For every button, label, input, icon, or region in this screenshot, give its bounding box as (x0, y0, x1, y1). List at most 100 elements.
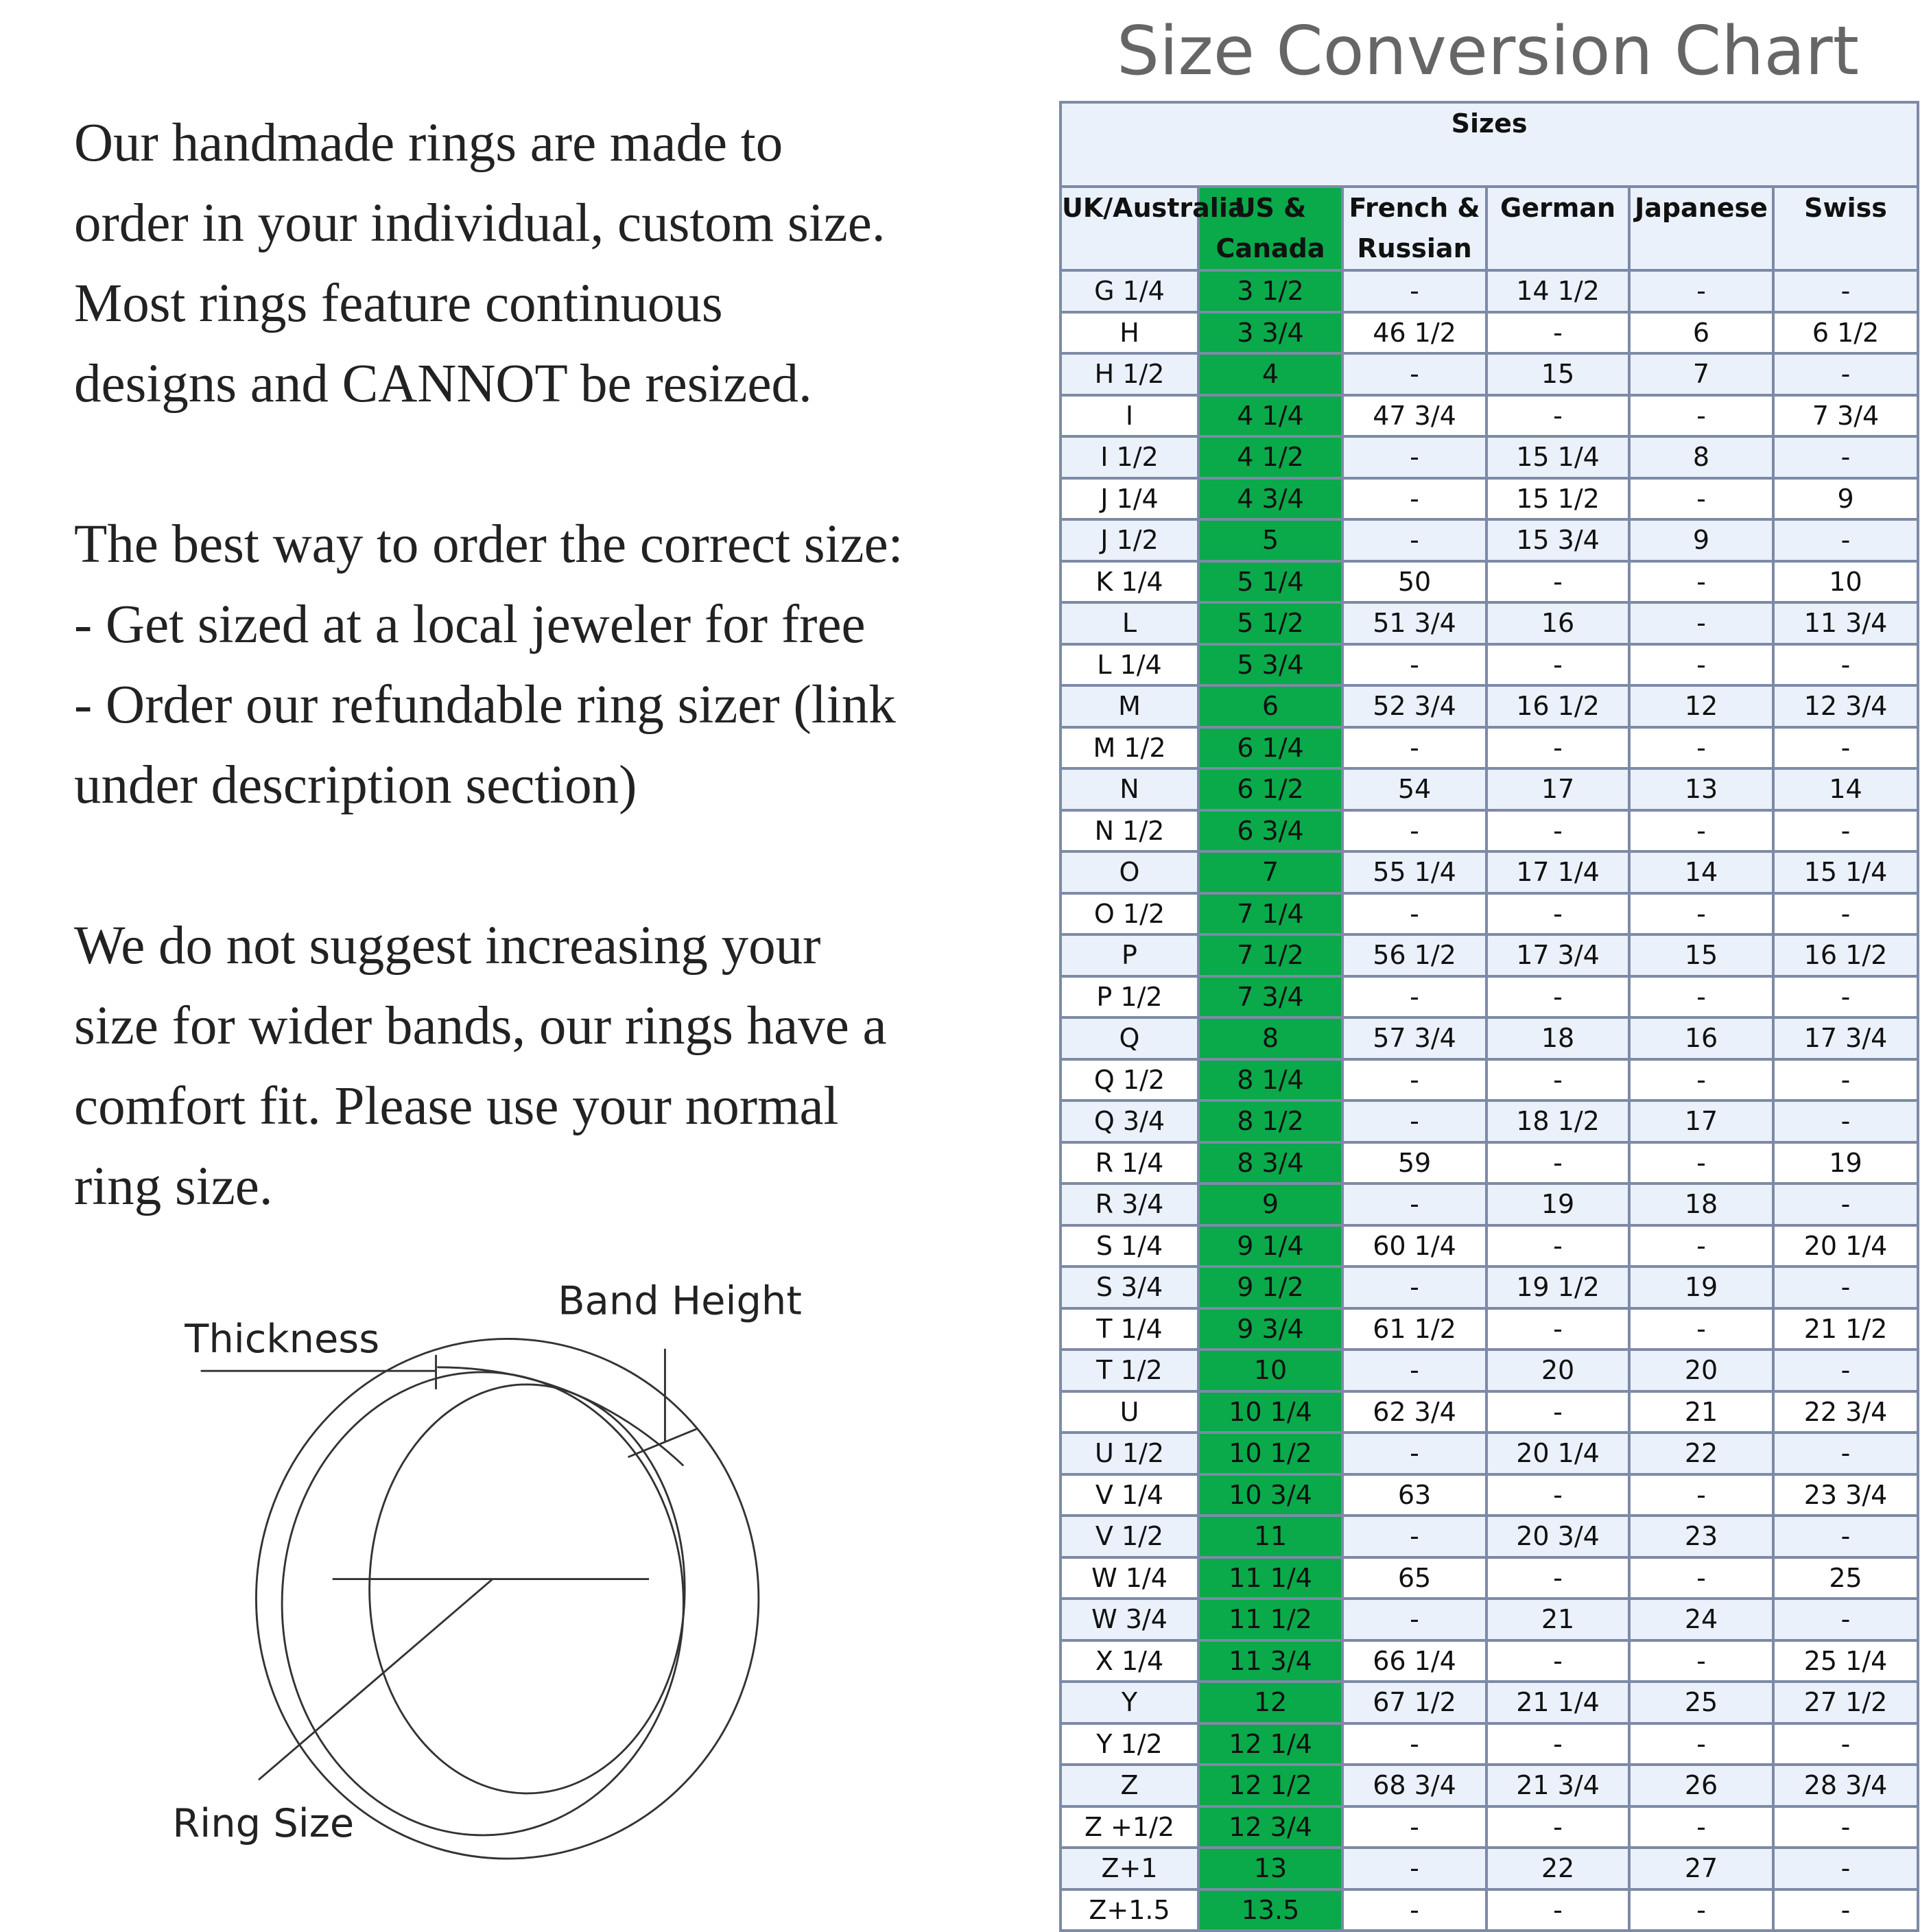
table-cell: 14 (1628, 850, 1775, 895)
table-cell: 24 (1628, 1597, 1775, 1642)
group-header: Sizes (1058, 101, 1920, 188)
table-cell: - (1771, 1348, 1920, 1393)
table-row: U 1/2 10 1/2-20 1/4 22- (1059, 1431, 1920, 1476)
table-cell: - (1628, 1638, 1775, 1683)
table-cell: 19 (1771, 1140, 1920, 1185)
table-cell: - (1628, 269, 1775, 314)
table-cell: 10 3/4 (1197, 1472, 1344, 1517)
intro-line: designs and CANNOT be resized. (74, 354, 812, 414)
table-cell: 9 (1197, 1182, 1344, 1227)
table-cell: 47 3/4 (1341, 393, 1488, 438)
table-cell: W 3/4 (1059, 1597, 1200, 1642)
intro-line: size for wider bands, our rings have a (74, 996, 887, 1056)
table-cell: - (1341, 518, 1488, 563)
table-cell: - (1771, 1265, 1920, 1310)
table-cell: 4 3/4 (1197, 476, 1344, 521)
table-cell: 65 (1341, 1555, 1488, 1600)
table-cell: I 1/2 (1059, 435, 1200, 480)
table-cell: V 1/2 (1059, 1514, 1200, 1559)
table-cell: 61 1/2 (1341, 1306, 1488, 1351)
table-cell: 18 (1628, 1182, 1775, 1227)
table-cell: 7 1/4 (1197, 891, 1344, 936)
table-cell: 8 (1628, 435, 1775, 480)
table-row: R 3/4 9-19 18- (1059, 1182, 1920, 1227)
band-edge (437, 1366, 685, 1467)
table-row: S 1/4 9 1/4 60 1/4- -20 1/4 (1059, 1223, 1920, 1268)
table-cell: - (1628, 725, 1775, 770)
table-cell: - (1341, 1431, 1488, 1476)
table-cell: 8 3/4 (1197, 1140, 1344, 1185)
table-cell: - (1628, 1057, 1775, 1102)
table-row: Y 12 67 1/2 21 1/4 25 27 1/2 (1059, 1680, 1920, 1725)
table-row: T 1/2 10-20 20- (1059, 1348, 1920, 1393)
table-cell: Q 1/2 (1059, 1057, 1200, 1102)
table-cell: - (1628, 1140, 1775, 1185)
table-cell: - (1628, 393, 1775, 438)
column-header: German (1485, 185, 1631, 272)
table-row: O 7 55 1/4 17 1/4 14 15 1/4 (1059, 850, 1920, 895)
table-cell: - (1485, 1472, 1631, 1517)
table-cell: W 1/4 (1059, 1555, 1200, 1600)
table-cell: 62 3/4 (1341, 1389, 1488, 1434)
table-cell: 14 (1771, 767, 1920, 812)
table-cell: P 1/2 (1059, 974, 1200, 1019)
column-header: Japanese (1628, 185, 1775, 272)
table-cell: 8 1/4 (1197, 1057, 1344, 1102)
intro-line: Our handmade rings are made to (74, 113, 783, 173)
table-cell: 25 (1771, 1555, 1920, 1600)
intro-line: comfort fit. Please use your normal (74, 1076, 839, 1136)
table-cell: V 1/4 (1059, 1472, 1200, 1517)
table-cell: - (1628, 1887, 1775, 1932)
table-cell: 9 1/4 (1197, 1223, 1344, 1268)
table-cell: 7 (1628, 352, 1775, 397)
table-cell: - (1341, 1887, 1488, 1932)
table-cell: - (1485, 1721, 1631, 1766)
table-cell: 22 3/4 (1771, 1389, 1920, 1434)
table-cell: 13 (1628, 767, 1775, 812)
table-cell: 20 (1628, 1348, 1775, 1393)
table-cell: 25 1/4 (1771, 1638, 1920, 1683)
table-cell: - (1485, 1306, 1631, 1351)
intro-line: order in your individual, custom size. (74, 193, 886, 253)
table-cell: - (1771, 891, 1920, 936)
intro-line: The best way to order the correct size: (74, 515, 903, 574)
table-cell: - (1485, 1804, 1631, 1849)
table-cell: R 3/4 (1059, 1182, 1200, 1227)
table-cell: Y 1/2 (1059, 1721, 1200, 1766)
table-row: Q 3/4 8 1/2-18 1/2 17- (1059, 1099, 1920, 1144)
table-cell: 12 1/2 (1197, 1763, 1344, 1808)
table-row: U 10 1/4 62 3/4-21 22 3/4 (1059, 1389, 1920, 1434)
table-cell: 4 1/2 (1197, 435, 1344, 480)
table-row: K 1/4 5 1/4 50- -10 (1059, 559, 1920, 604)
table-row: Z +1/2 12 3/4- - - - (1059, 1804, 1920, 1849)
intro-line: We do not suggest increasing your (74, 916, 821, 976)
table-cell: K 1/4 (1059, 559, 1200, 604)
table-cell: - (1341, 974, 1488, 1019)
table-cell: 8 1/2 (1197, 1099, 1344, 1144)
table-row: V 1/4 10 3/4 63- -23 3/4 (1059, 1472, 1920, 1517)
table-cell: 54 (1341, 767, 1488, 812)
table-cell: T 1/4 (1059, 1306, 1200, 1351)
table-cell: - (1341, 891, 1488, 936)
table-cell: O (1059, 850, 1200, 895)
table-cell: - (1341, 1182, 1488, 1227)
table-cell: N (1059, 767, 1200, 812)
table-cell: G 1/4 (1059, 269, 1200, 314)
table-cell: 15 (1485, 352, 1631, 397)
table-row: R 1/4 8 3/4 59- -19 (1059, 1140, 1920, 1185)
intro-text: Our handmade rings are made to order in … (74, 103, 903, 1227)
table-cell: - (1341, 808, 1488, 853)
table-cell: - (1341, 352, 1488, 397)
table-cell: - (1771, 352, 1920, 397)
table-cell: 46 1/2 (1341, 310, 1488, 355)
column-header: Swiss (1771, 185, 1920, 272)
table-row: J 1/2 5-15 3/4 9- (1059, 518, 1920, 563)
intro-line: ring size. (74, 1157, 273, 1216)
table-cell: - (1771, 269, 1920, 314)
table-cell: Q (1059, 1016, 1200, 1061)
table-cell: - (1771, 435, 1920, 480)
table-cell: 17 (1628, 1099, 1775, 1144)
table-row: Y 1/2 12 1/4- - - - (1059, 1721, 1920, 1766)
